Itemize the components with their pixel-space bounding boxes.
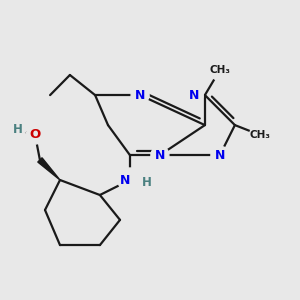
Circle shape bbox=[211, 146, 229, 164]
Text: CH₃: CH₃ bbox=[209, 65, 230, 75]
Circle shape bbox=[118, 168, 142, 192]
Circle shape bbox=[185, 86, 203, 104]
Polygon shape bbox=[38, 158, 60, 180]
Circle shape bbox=[209, 59, 230, 80]
Text: N: N bbox=[119, 173, 130, 187]
Text: H: H bbox=[142, 176, 151, 190]
Circle shape bbox=[11, 122, 26, 137]
Text: N: N bbox=[189, 88, 199, 102]
Circle shape bbox=[131, 86, 149, 104]
Text: N: N bbox=[155, 148, 165, 162]
Text: H: H bbox=[13, 123, 23, 136]
Circle shape bbox=[26, 126, 44, 144]
Circle shape bbox=[250, 124, 271, 146]
Text: N: N bbox=[215, 148, 225, 162]
Text: N: N bbox=[135, 88, 145, 102]
Text: CH₃: CH₃ bbox=[250, 130, 271, 140]
Text: O: O bbox=[29, 128, 41, 142]
Circle shape bbox=[151, 146, 169, 164]
